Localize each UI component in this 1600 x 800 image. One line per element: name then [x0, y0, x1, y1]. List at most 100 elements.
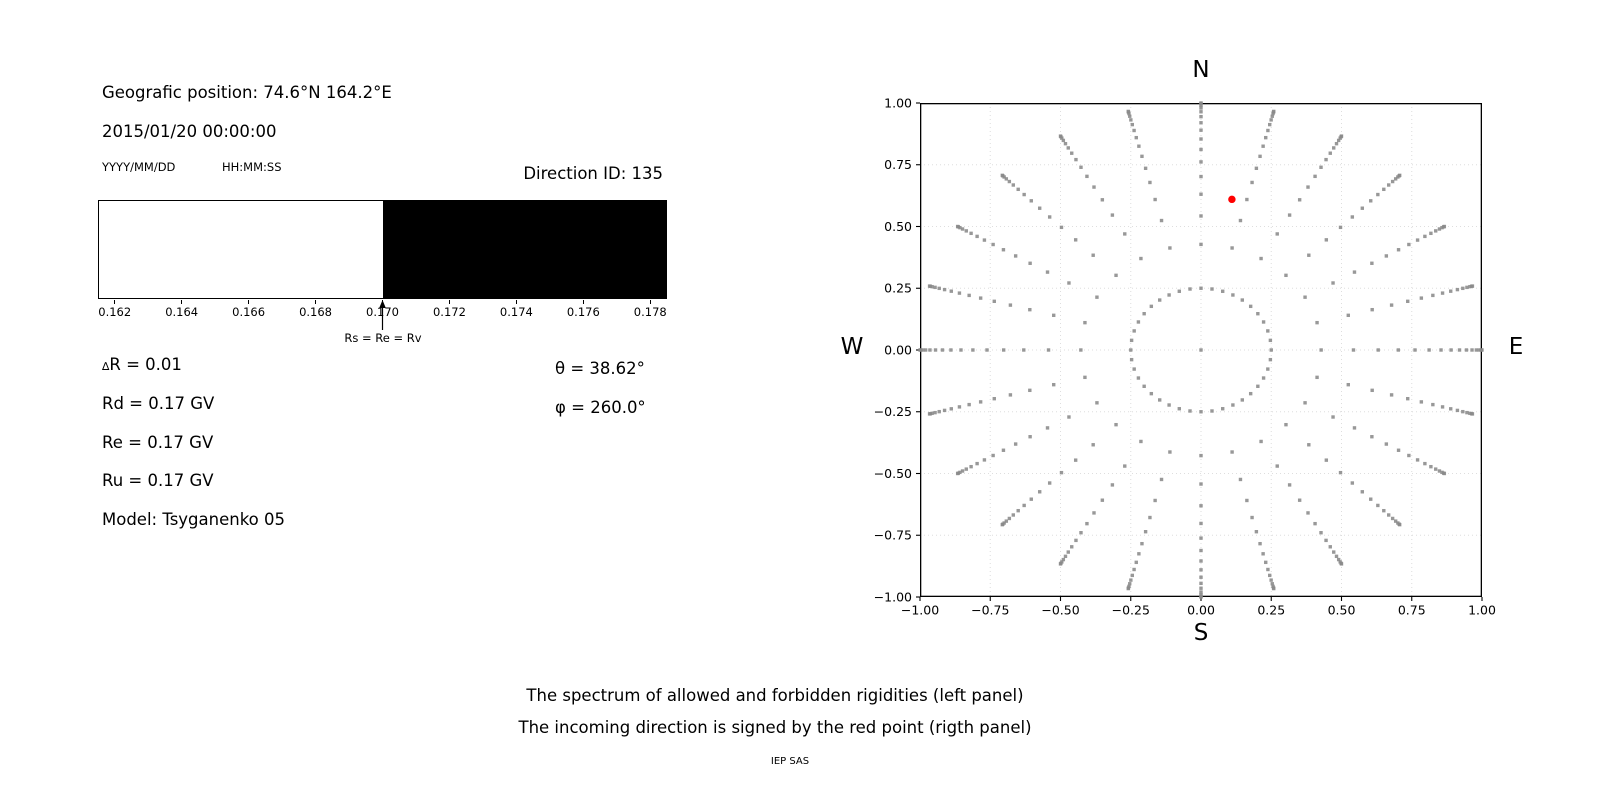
gray-direction-point	[1100, 498, 1105, 502]
gray-direction-point	[1324, 458, 1329, 462]
gray-direction-point	[1272, 586, 1276, 591]
gray-direction-point	[1079, 531, 1083, 535]
gray-direction-point	[1268, 122, 1272, 127]
gray-direction-point	[1110, 483, 1115, 487]
gray-direction-point	[1134, 560, 1138, 565]
gray-direction-point	[1126, 586, 1130, 591]
gray-direction-point	[1149, 304, 1154, 309]
gray-direction-point	[978, 296, 983, 300]
gray-direction-point	[1073, 458, 1078, 462]
gray-direction-point	[949, 348, 953, 352]
gray-direction-point	[1137, 144, 1141, 148]
gray-direction-point	[957, 291, 962, 295]
gray-direction-point	[1266, 128, 1270, 133]
gray-direction-point	[1199, 568, 1203, 572]
gray-direction-point	[1210, 409, 1214, 413]
gray-direction-point	[1061, 138, 1066, 143]
credit-text: IEP SAS	[770, 756, 810, 767]
spectrum-tick-mark	[649, 300, 651, 304]
gray-direction-point	[1332, 550, 1336, 554]
gray-direction-point	[949, 407, 953, 411]
gray-direction-point	[1167, 293, 1171, 297]
gray-direction-point	[1142, 384, 1146, 388]
gray-direction-point	[1332, 146, 1336, 150]
gray-direction-point	[1258, 154, 1262, 159]
gray-direction-point	[1389, 393, 1394, 397]
gray-direction-point	[937, 286, 941, 291]
x-tick-label: 0.00	[1187, 603, 1215, 618]
gray-direction-point	[1083, 320, 1087, 325]
gray-direction-point	[1132, 128, 1136, 133]
rigidity-spectrum-chart	[98, 200, 667, 299]
gray-direction-point	[1315, 375, 1319, 380]
gray-direction-point	[1346, 382, 1350, 387]
direction-map-chart: −1.00−1.00 −0.75 −0.75 −0.50 −0.50 −0.25 −0.25…	[874, 95, 1496, 617]
gray-direction-point	[960, 227, 965, 231]
gray-direction-point	[1199, 101, 1203, 105]
gray-direction-point	[1331, 415, 1335, 419]
theta-row: θ = 38.62°	[555, 359, 645, 378]
gray-direction-point	[975, 461, 979, 466]
gray-direction-point	[1324, 238, 1329, 242]
gray-direction-point	[964, 467, 968, 471]
gray-direction-point	[930, 411, 934, 416]
gray-direction-point	[1139, 439, 1143, 444]
gray-direction-point	[1269, 578, 1273, 582]
gray-direction-point	[1037, 206, 1042, 210]
gray-direction-point	[1011, 183, 1015, 187]
gray-direction-point	[1465, 285, 1469, 290]
gray-direction-point	[1238, 477, 1243, 482]
gray-direction-point	[1427, 348, 1431, 352]
gray-direction-point	[1313, 174, 1317, 179]
gray-direction-point	[1230, 450, 1234, 454]
gray-direction-point	[1073, 238, 1078, 242]
spectrum-tick-mark	[181, 300, 183, 304]
gray-direction-point	[1390, 516, 1395, 521]
gray-direction-point	[992, 299, 996, 304]
gray-direction-point	[1470, 348, 1474, 352]
gray-direction-point	[1331, 281, 1335, 285]
gray-direction-point	[1266, 367, 1270, 371]
gray-direction-point	[1429, 231, 1433, 236]
gray-direction-point	[955, 471, 960, 476]
gray-direction-point	[1028, 435, 1032, 439]
y-tick-label: −0.25	[874, 404, 912, 419]
gray-direction-point	[1067, 281, 1071, 285]
gray-direction-point	[1013, 254, 1018, 258]
gray-direction-point	[1440, 405, 1445, 409]
phi-row: φ = 260.0°	[555, 397, 646, 417]
gray-direction-point	[1188, 287, 1192, 291]
gray-direction-point	[1369, 497, 1373, 501]
gray-direction-point	[1248, 304, 1253, 309]
gray-direction-point	[1474, 348, 1479, 352]
gray-direction-point	[1396, 448, 1401, 452]
gray-direction-point	[1319, 348, 1323, 352]
gray-direction-point	[1110, 213, 1115, 217]
gray-direction-point	[928, 348, 932, 352]
spectrum-tick-label: 0.178	[633, 305, 667, 319]
gray-direction-point	[1351, 348, 1356, 352]
gray-direction-point	[1083, 375, 1087, 380]
geographic-position-text: Geografic position: 74.6°N 164.2°E	[102, 83, 392, 102]
spectrum-tick-label: 0.172	[432, 305, 466, 319]
gray-direction-point	[1058, 562, 1063, 566]
gray-direction-point	[1008, 393, 1013, 397]
gray-direction-point	[1130, 122, 1134, 127]
y-tick-label: 0.75	[884, 157, 912, 172]
gray-direction-point	[1199, 348, 1203, 352]
gray-direction-point	[1264, 560, 1268, 565]
gray-direction-point	[1199, 286, 1203, 290]
gray-direction-point	[1480, 348, 1484, 352]
x-tick-label: 0.25	[1257, 603, 1285, 618]
gray-direction-point	[1007, 179, 1012, 184]
gray-direction-point	[991, 242, 995, 247]
gray-direction-point	[1470, 284, 1475, 288]
gray-direction-point	[1022, 503, 1026, 508]
gray-direction-point	[933, 285, 937, 290]
gray-direction-point	[937, 409, 941, 414]
gray-direction-point	[1199, 521, 1203, 526]
gray-direction-point	[1423, 461, 1427, 466]
gray-direction-point	[1095, 401, 1099, 405]
model-row: Model: Tsyganenko 05	[102, 509, 286, 529]
gray-direction-point	[1058, 134, 1063, 138]
